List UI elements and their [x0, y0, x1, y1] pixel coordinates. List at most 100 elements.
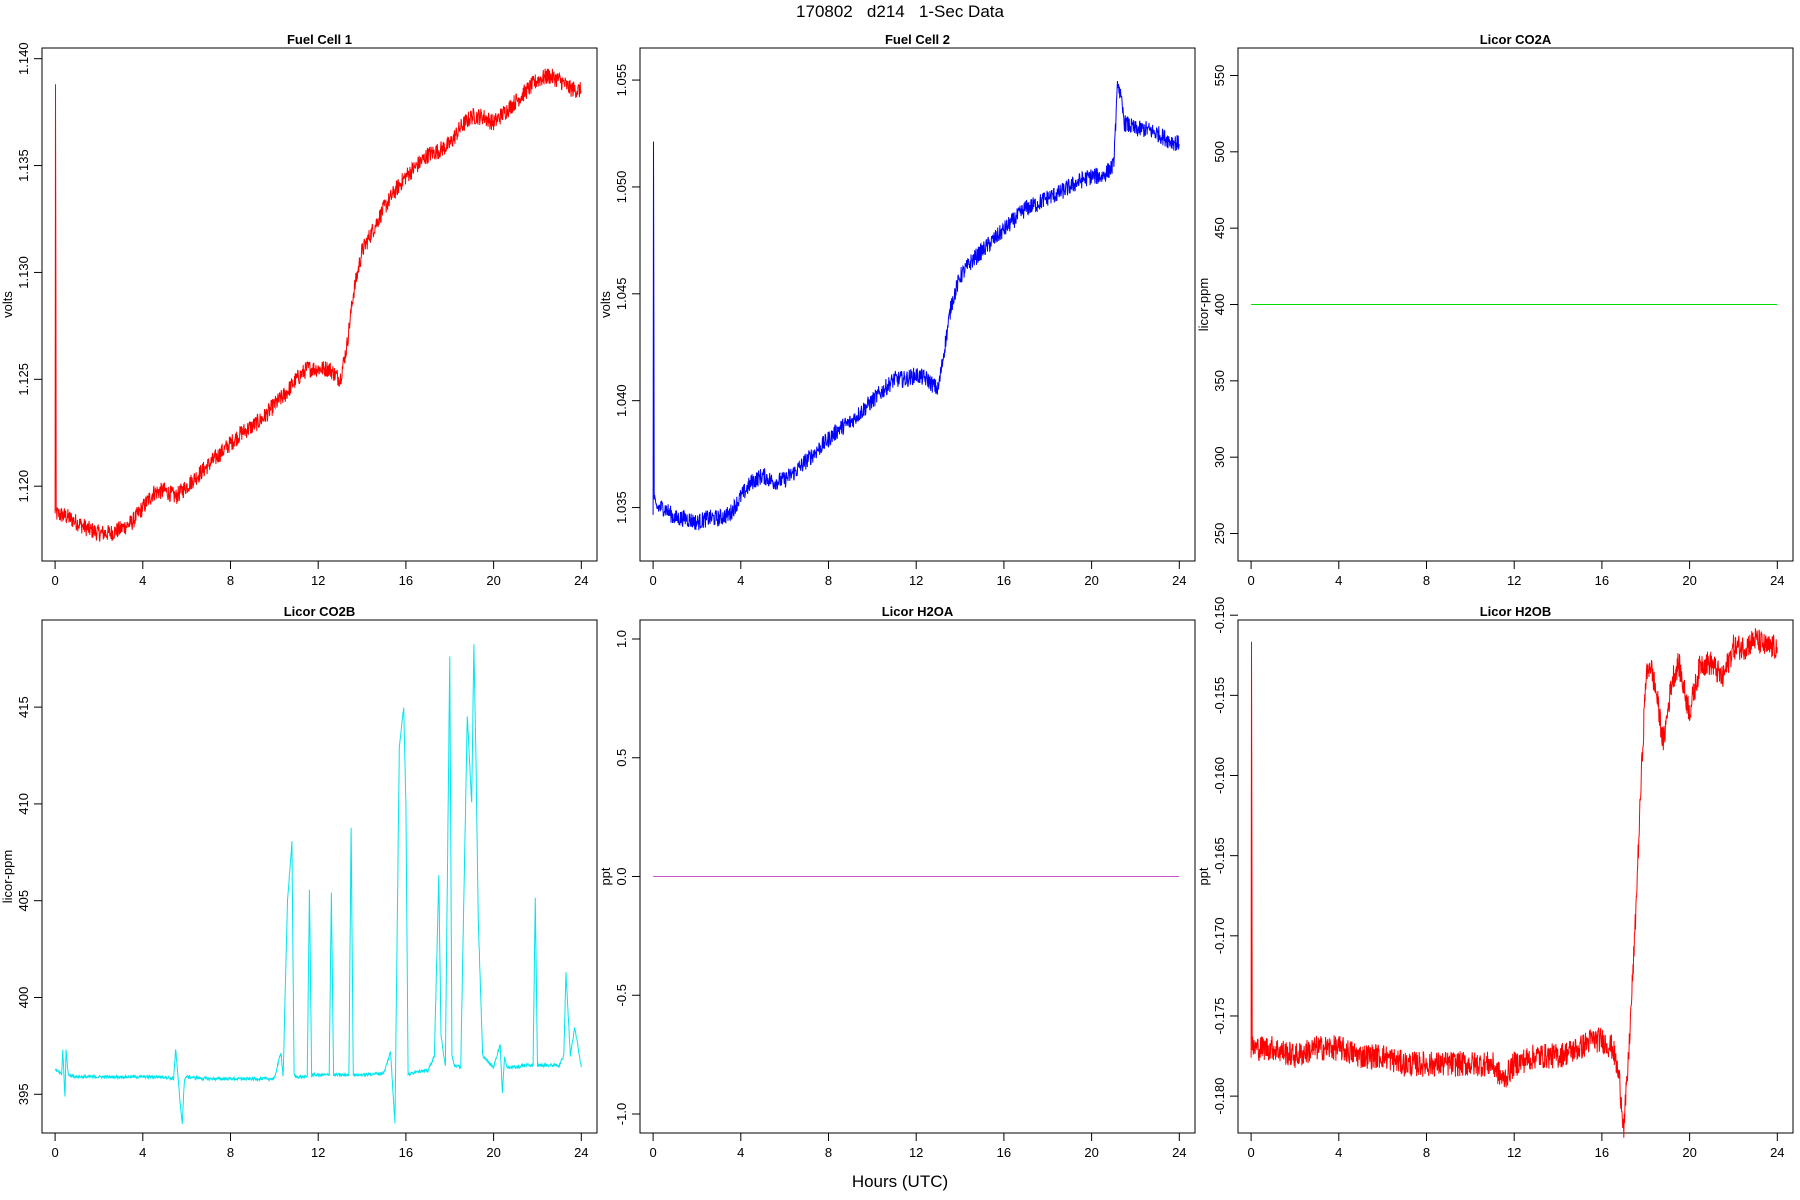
y-tick-label: 0.5 [614, 749, 629, 767]
y-tick-label: -0.165 [1212, 837, 1227, 874]
x-tick-label: 12 [909, 573, 923, 588]
x-tick-label: 24 [574, 1145, 588, 1160]
series-line [54, 644, 582, 1124]
chart-panel: Licor CO2B 0 4 8 12 16 20 24 395 400 405 410 415 lico… [0, 604, 598, 1160]
y-tick-label: -0.160 [1212, 757, 1227, 794]
x-tick-label: 24 [1770, 573, 1784, 588]
y-tick-label: 1.130 [16, 256, 31, 289]
x-tick-label: 12 [1507, 1145, 1521, 1160]
panel-title: Licor H2OA [882, 604, 954, 619]
y-tick-label: 500 [1212, 141, 1227, 163]
y-axis-label: ppt [1196, 867, 1211, 885]
y-axis-label: ppt [598, 867, 613, 885]
page-title: 170802 d214 1-Sec Data [796, 2, 1004, 21]
chart-panel: Fuel Cell 1 0 4 8 12 16 20 24 1.120 1.125 1.130 1.1… [0, 32, 598, 588]
x-tick-label: 24 [574, 573, 588, 588]
y-tick-label: -0.155 [1212, 677, 1227, 714]
x-tick-label: 8 [1423, 1145, 1430, 1160]
y-tick-label: -0.150 [1212, 597, 1227, 634]
y-tick-label: 300 [1212, 446, 1227, 468]
x-tick-label: 16 [997, 573, 1011, 588]
x-tick-label: 20 [486, 573, 500, 588]
chart-panel: Licor H2OA 0 4 8 12 16 20 24 -1.0 -0.5 0.0 0.5 1.0 pp… [598, 604, 1196, 1160]
x-tick-label: 20 [1084, 1145, 1098, 1160]
y-tick-label: -0.175 [1212, 998, 1227, 1035]
y-tick-label: 350 [1212, 370, 1227, 392]
y-tick-label: 400 [16, 987, 31, 1009]
y-tick-label: 1.055 [614, 64, 629, 97]
series-line [1250, 628, 1778, 1138]
x-tick-label: 8 [227, 1145, 234, 1160]
x-tick-label: 24 [1172, 573, 1186, 588]
x-tick-label: 8 [825, 1145, 832, 1160]
y-tick-label: 400 [1212, 294, 1227, 316]
x-tick-label: 16 [399, 573, 413, 588]
y-tick-label: 0.0 [614, 867, 629, 885]
x-tick-label: 0 [1247, 573, 1254, 588]
y-axis-label: volts [598, 291, 613, 318]
panel-title: Licor H2OB [1480, 604, 1552, 619]
x-tick-label: 0 [51, 1145, 58, 1160]
chart-panel: Licor H2OB 0 4 8 12 16 20 24 -0.180 -0.175 -0.170 -… [1196, 597, 1794, 1160]
x-tick-label: 8 [227, 573, 234, 588]
x-tick-label: 0 [51, 573, 58, 588]
series-line [54, 68, 582, 542]
x-tick-label: 12 [1507, 573, 1521, 588]
y-tick-label: -1.0 [614, 1103, 629, 1125]
chart-panel: Fuel Cell 2 0 4 8 12 16 20 24 1.035 1.040 1.045 1.0… [598, 32, 1196, 588]
x-tick-label: 8 [1423, 573, 1430, 588]
x-tick-label: 20 [1084, 573, 1098, 588]
y-tick-label: 450 [1212, 217, 1227, 239]
y-tick-label: 1.035 [614, 491, 629, 524]
x-tick-label: 0 [649, 573, 656, 588]
plot-frame [639, 47, 1196, 562]
y-tick-label: -0.180 [1212, 1078, 1227, 1115]
y-tick-label: 550 [1212, 65, 1227, 87]
y-tick-label: 405 [16, 890, 31, 912]
plot-frame [1237, 619, 1794, 1134]
panel-title: Fuel Cell 2 [885, 32, 950, 47]
y-axis-label: licor-ppm [1196, 278, 1211, 331]
x-tick-label: 8 [825, 573, 832, 588]
y-tick-label: 1.140 [16, 42, 31, 75]
x-tick-label: 12 [909, 1145, 923, 1160]
panel-title: Licor CO2A [1480, 32, 1552, 47]
x-tick-label: 4 [1335, 1145, 1342, 1160]
x-tick-label: 20 [1682, 573, 1696, 588]
x-tick-label: 20 [486, 1145, 500, 1160]
y-tick-label: 1.120 [16, 470, 31, 503]
y-tick-label: 1.135 [16, 149, 31, 182]
y-tick-label: 395 [16, 1083, 31, 1105]
y-tick-label: 415 [16, 696, 31, 718]
chart-panel: Licor CO2A 0 4 8 12 16 20 24 250 300 350 400 450 500 5… [1196, 32, 1794, 588]
y-tick-label: 1.040 [614, 384, 629, 417]
x-tick-label: 16 [399, 1145, 413, 1160]
x-tick-label: 20 [1682, 1145, 1696, 1160]
x-tick-label: 12 [311, 1145, 325, 1160]
x-tick-label: 4 [737, 1145, 744, 1160]
series-line [652, 80, 1180, 531]
panel-title: Fuel Cell 1 [287, 32, 352, 47]
x-tick-label: 0 [649, 1145, 656, 1160]
x-tick-label: 4 [139, 573, 146, 588]
x-tick-label: 16 [1595, 1145, 1609, 1160]
y-axis-label: licor-ppm [0, 850, 15, 903]
x-tick-label: 16 [997, 1145, 1011, 1160]
panel-title: Licor CO2B [284, 604, 356, 619]
y-tick-label: 1.045 [614, 278, 629, 311]
y-tick-label: 250 [1212, 523, 1227, 545]
x-axis-label: Hours (UTC) [851, 1172, 949, 1191]
x-tick-label: 24 [1770, 1145, 1784, 1160]
y-tick-label: 410 [16, 793, 31, 815]
plot-frame [41, 619, 598, 1134]
plot-frame [41, 47, 598, 562]
x-tick-label: 16 [1595, 573, 1609, 588]
y-tick-label: -0.170 [1212, 917, 1227, 954]
x-tick-label: 0 [1247, 1145, 1254, 1160]
y-tick-label: -0.5 [614, 984, 629, 1006]
y-axis-label: volts [0, 291, 15, 318]
x-tick-label: 12 [311, 573, 325, 588]
x-tick-label: 4 [737, 573, 744, 588]
x-tick-label: 24 [1172, 1145, 1186, 1160]
